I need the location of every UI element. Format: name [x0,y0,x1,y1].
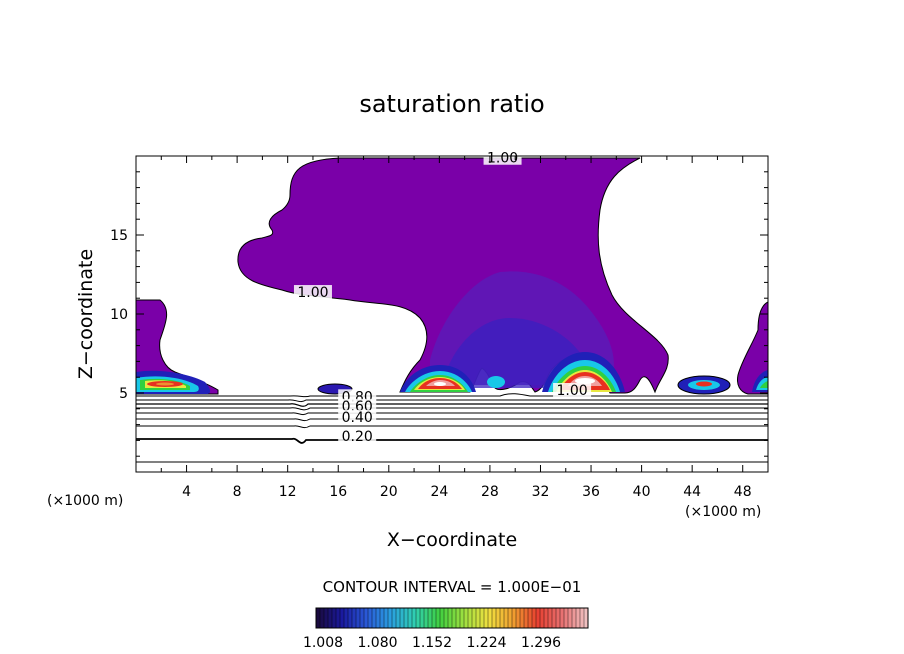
contour-label: 0.40 [342,410,373,426]
x-tick-label: 48 [734,484,752,500]
colorbar-label: 1.152 [412,635,452,651]
y-tick-label: 5 [119,386,128,402]
x-tick-label: 20 [380,484,398,500]
x-tick-label: 16 [329,484,347,500]
plot-area [136,158,768,462]
colorbar-label: 1.080 [357,635,397,651]
x-tick-label: 40 [633,484,651,500]
x-axis-label: X−coordinate [387,529,517,551]
x-tick-label: 36 [582,484,600,500]
x-unit-left: (×1000 m) [47,493,123,509]
x-unit-right: (×1000 m) [685,504,761,520]
colorbar-label: 1.296 [521,635,561,651]
contour-label: 1.00 [556,383,587,399]
small-cloud-44-center [696,382,712,387]
x-tick-label: 12 [279,484,297,500]
contour-interval-label: CONTOUR INTERVAL = 1.000E−01 [323,578,582,596]
colorbar-labels: 1.008 1.080 1.152 1.224 1.296 [303,635,561,651]
x-tick-label: 28 [481,484,499,500]
contour-label: 1.00 [297,285,328,301]
x-tick-label: 32 [532,484,550,500]
contour-lines [136,394,768,462]
y-axis-label: Z−coordinate [75,249,97,379]
colorbar-label: 1.224 [466,635,506,651]
colorbar [316,608,589,628]
colorbar-label: 1.008 [303,635,343,651]
x-tick-label: 4 [182,484,191,500]
x-tick-label: 24 [430,484,448,500]
contour-label: 0.20 [342,429,373,445]
left-low-cloud [136,371,210,394]
cloud-bump-28 [487,376,505,388]
x-tick-label: 44 [683,484,701,500]
y-tick-label: 10 [110,307,128,323]
chart-title: saturation ratio [359,90,544,118]
y-tick-label: 15 [110,228,128,244]
x-tick-label: 8 [233,484,242,500]
contour-label: 1.00 [487,151,518,167]
